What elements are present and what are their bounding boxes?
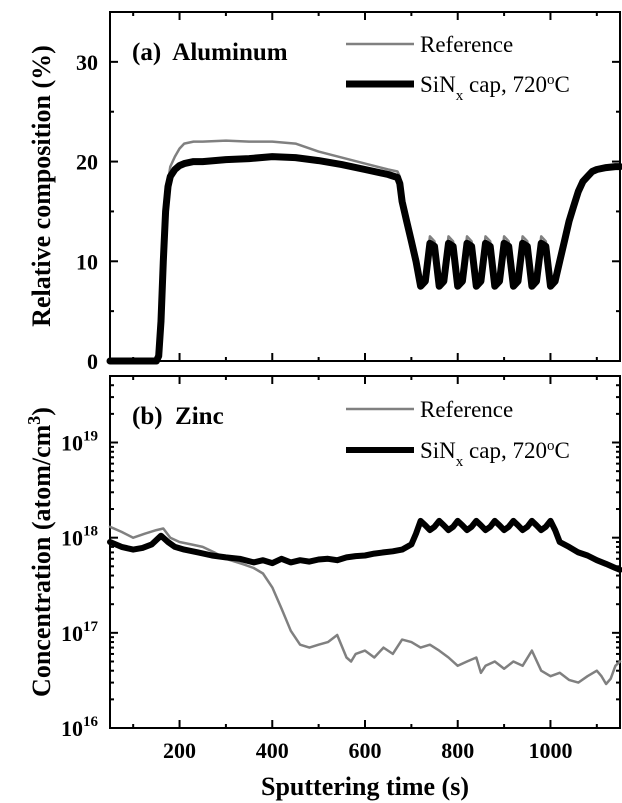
panel-zinc: 1016 1017 1018 1019 200 400 600 800 1000 (b) Zi… [61,375,622,763]
series-line-reference-zinc [108,525,622,686]
y-tick-label: 10 [76,249,98,274]
legend-label-sinx: SiNx cap, 720oC [420,438,570,470]
series-lines-aluminum [106,139,622,365]
legend-label-reference: Reference [420,32,513,57]
legend-aluminum: Reference SiNx cap, 720oC [346,32,570,104]
y-tick-label: 1016 [61,714,99,741]
panel-aluminum: 0 10 20 30 (a) Aluminum Reference SiNx cap,… [76,11,622,374]
axis-ticks-zinc [110,375,620,729]
y-tick-label: 30 [76,50,98,75]
legend-label-reference: Reference [420,397,513,422]
y-tick-label: 1018 [61,524,98,551]
series-lines-zinc [107,517,622,686]
y-axis-title-aluminum: Relative composition (%) [27,45,56,327]
series-line-sinx-cap-zinc [107,517,622,573]
x-tick-labels: 200 400 600 800 1000 [163,738,572,763]
x-tick-label: 800 [441,738,474,763]
y-tick-label: 0 [87,349,98,374]
x-tick-label: 200 [163,738,196,763]
panel-label-aluminum: (a) Aluminum [132,39,288,66]
legend-zinc: Reference SiNx cap, 720oC [346,397,570,470]
y-tick-labels-aluminum: 0 10 20 30 [76,50,98,374]
x-axis-title: Sputtering time (s) [261,772,469,801]
y-tick-label: 1019 [61,429,98,456]
y-tick-label: 1017 [61,619,99,646]
legend-label-sinx: SiNx cap, 720oC [420,72,570,104]
y-tick-label: 20 [76,150,98,175]
y-axis-title-zinc: Concentration (atom/cm3) [24,407,56,697]
series-line-sinx-cap-aluminum [106,153,622,365]
y-tick-labels-zinc: 1016 1017 1018 1019 [61,429,99,741]
panel-label-zinc: (b) Zinc [132,403,224,430]
axis-ticks-aluminum [110,11,620,362]
x-tick-label: 1000 [528,738,572,763]
x-tick-label: 400 [256,738,289,763]
x-tick-label: 600 [349,738,382,763]
